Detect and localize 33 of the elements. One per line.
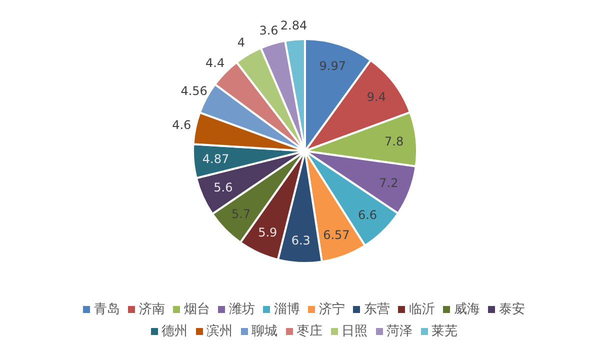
data-label: 4.87: [202, 152, 230, 166]
data-label: 4: [237, 35, 246, 50]
data-label: 9.97: [319, 58, 346, 73]
legend-label: 济南: [138, 301, 165, 318]
legend-label: 滨州: [206, 323, 232, 340]
legend-label: 临沂: [408, 301, 435, 318]
legend-label: 潍坊: [228, 301, 255, 318]
legend-label: 青岛: [93, 301, 120, 318]
data-label: 9.4: [366, 90, 386, 104]
legend-label: 泰安: [498, 301, 525, 318]
data-label: 4.56: [180, 84, 208, 98]
legend-label: 莱芜: [430, 323, 458, 340]
data-label: 5.6: [214, 180, 233, 195]
data-label: 7.8: [384, 134, 404, 148]
legend-label: 东营: [363, 301, 390, 318]
data-label: 4.6: [172, 118, 192, 132]
legend-label: 枣庄: [296, 323, 322, 340]
data-label: 6.6: [358, 208, 378, 222]
legend-label: 威海: [453, 301, 480, 318]
legend-label: 菏泽: [386, 323, 412, 340]
data-label: 5.9: [258, 225, 278, 240]
legend-label: 日照: [340, 323, 368, 340]
data-label: 3.6: [259, 23, 278, 38]
legend-label: 烟台: [183, 301, 210, 318]
legend-label: 聊城: [250, 323, 278, 340]
data-label: 2.84: [280, 18, 308, 32]
data-label: 7.2: [379, 176, 398, 190]
legend-label: 德州: [160, 323, 188, 340]
data-label: 6.57: [323, 228, 350, 242]
legend-label: 淄博: [273, 301, 300, 318]
legend-label: 济宁: [318, 301, 345, 318]
data-label: 4.4: [206, 56, 225, 70]
data-label: 6.3: [291, 234, 310, 248]
